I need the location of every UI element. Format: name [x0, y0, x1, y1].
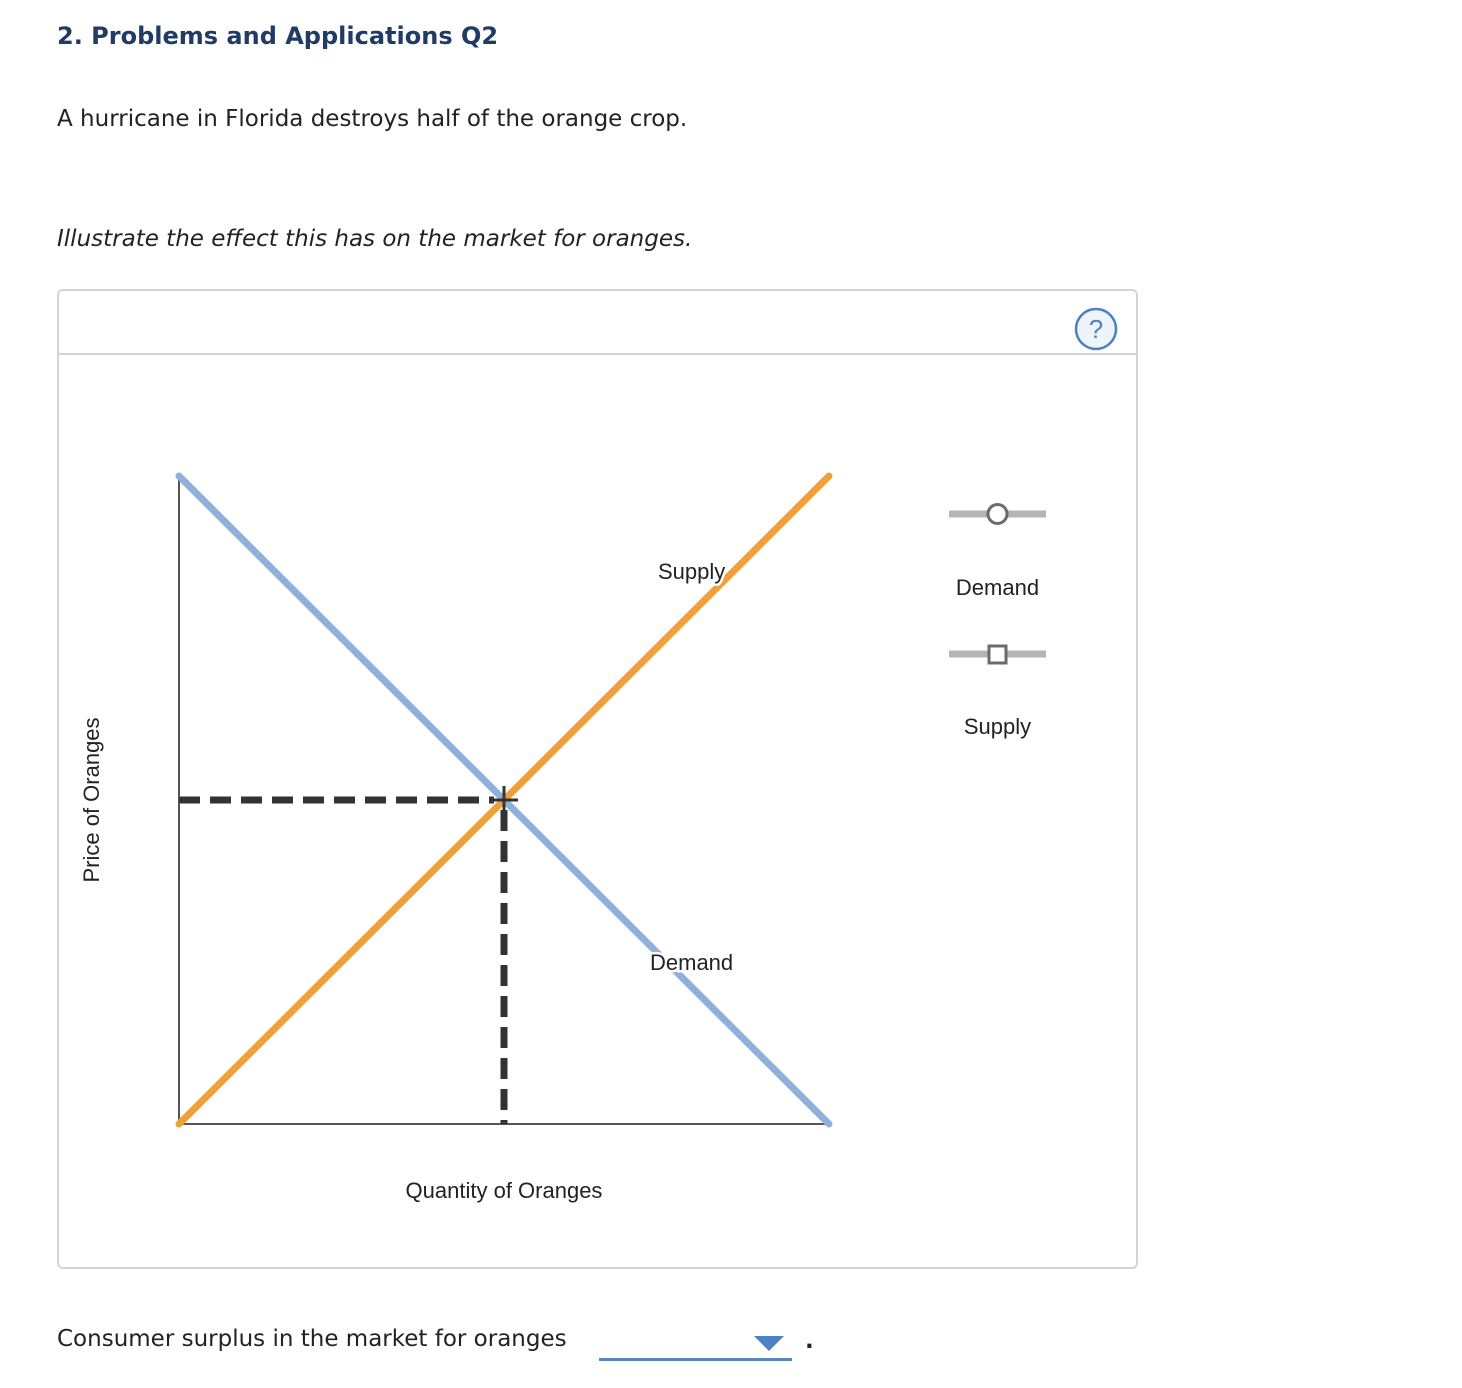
x-axis-label: Quantity of Oranges	[406, 1178, 603, 1203]
consumer-surplus-label: Consumer surplus in the market for orang…	[57, 1326, 567, 1352]
question-mark-icon: ?	[1089, 314, 1103, 344]
consumer-surplus-row: Consumer surplus in the market for orang…	[57, 1326, 814, 1361]
demand-tool-label: Demand	[956, 575, 1039, 600]
demand-curve-label: Demand	[650, 950, 733, 975]
help-icon-circle	[1074, 307, 1118, 351]
y-axis-label: Price of Oranges	[79, 717, 104, 882]
supply-demand-graph[interactable]: Quantity of Oranges Price of Oranges Sup…	[59, 291, 1136, 1267]
question-title: 2. Problems and Applications Q2	[57, 22, 499, 50]
chevron-down-icon	[754, 1336, 784, 1351]
supply-curve-label: Supply	[658, 559, 725, 584]
palette-supply-tool[interactable]: Supply	[949, 644, 1046, 739]
graph-panel: ? Quantity of Oranges Price of Oranges S…	[57, 289, 1138, 1269]
demand-circle-tool-icon	[986, 503, 1009, 525]
supply-tool-label: Supply	[964, 714, 1031, 739]
sentence-period: .	[805, 1328, 814, 1354]
graph-panel-header: ?	[59, 291, 1136, 355]
consumer-surplus-dropdown[interactable]	[599, 1330, 792, 1361]
equilibrium-layer	[179, 786, 518, 1124]
supply-square-tool-icon	[987, 644, 1008, 665]
question-instruction: Illustrate the effect this has on the ma…	[57, 226, 693, 252]
help-button[interactable]: ?	[1074, 307, 1118, 351]
question-prompt: A hurricane in Florida destroys half of …	[57, 106, 688, 132]
palette-demand-tool[interactable]: Demand	[949, 503, 1046, 601]
